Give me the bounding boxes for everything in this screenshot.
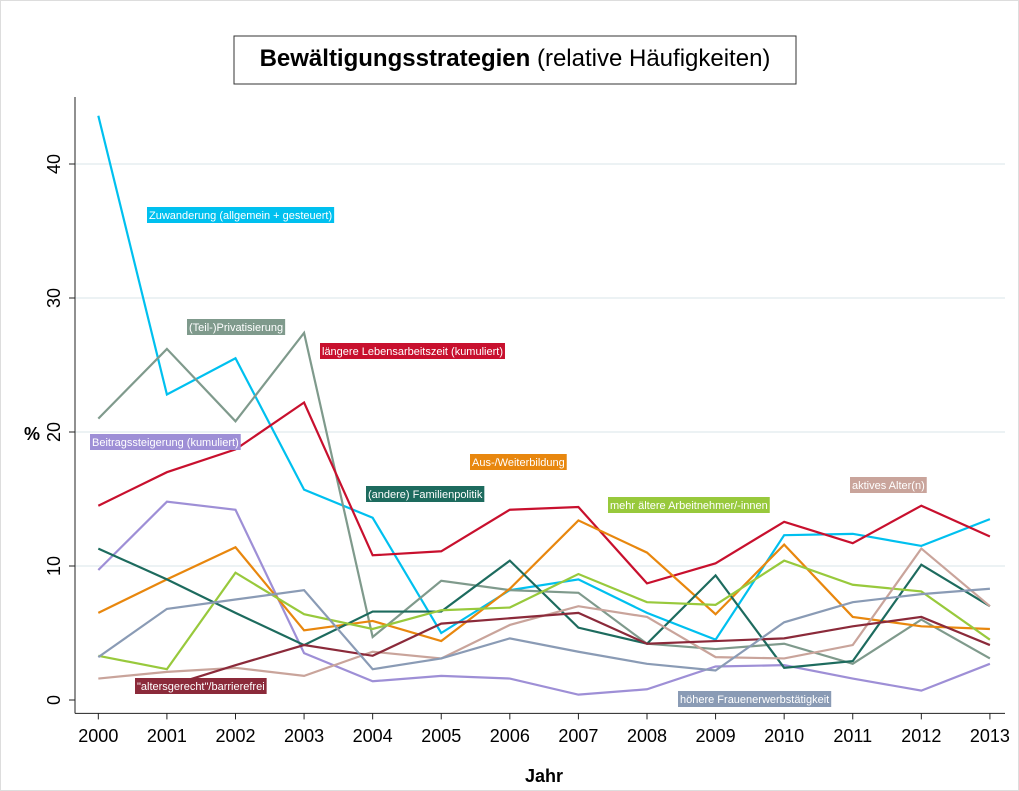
x-tick-label: 2003: [284, 726, 324, 746]
series-label: Aus-/Weiterbildung: [470, 454, 567, 470]
series-label: aktives Alter(n): [850, 477, 927, 493]
series-label-bg: [187, 319, 286, 335]
series-label: (Teil-)Privatisierung: [187, 319, 286, 335]
x-tick-label: 2013: [970, 726, 1010, 746]
series-label-text: mehr ältere Arbeitnehmer/-innen: [610, 500, 768, 512]
title-main: Bewältigungsstrategien: [260, 45, 531, 72]
series-label-text: Zuwanderung (allgemein + gesteuert): [149, 210, 332, 222]
series-label: Zuwanderung (allgemein + gesteuert): [147, 207, 335, 223]
series-label-text: (andere) Familienpolitik: [368, 489, 483, 501]
series-line: [97, 115, 991, 642]
x-tick-label: 2011: [833, 726, 872, 746]
x-tick-label: 2008: [627, 726, 667, 746]
y-axis-label: %: [24, 424, 40, 444]
x-tick-label: 2002: [215, 726, 255, 746]
series-label-text: aktives Alter(n): [852, 480, 925, 492]
x-tick-label: 2007: [558, 726, 598, 746]
series-label: höhere Frauenerwerbstätigkeit: [678, 691, 832, 707]
x-tick-label: 2004: [353, 726, 393, 746]
series-label-bg: [850, 477, 927, 493]
y-tick-label: 10: [44, 556, 64, 576]
series-label: mehr ältere Arbeitnehmer/-innen: [608, 497, 770, 513]
series-label-text: (Teil-)Privatisierung: [189, 322, 283, 334]
series-label-bg: [470, 454, 567, 470]
series-label-text: höhere Frauenerwerbstätigkeit: [680, 694, 829, 706]
title-sub: (relative Häufigkeiten): [537, 45, 770, 72]
x-tick-label: 2006: [490, 726, 530, 746]
x-tick-label: 2009: [696, 726, 736, 746]
series-label: längere Lebensarbeitszeit (kumuliert): [320, 343, 505, 359]
series-line: [97, 587, 990, 672]
series-label-text: "altersgerecht"/barrierefrei: [137, 681, 265, 693]
series-label: Beitragssteigerung (kumuliert): [90, 434, 241, 450]
title-box: [233, 35, 797, 85]
x-tick-label: 2000: [78, 726, 118, 746]
series-label-bg: [608, 497, 770, 513]
series-label: (andere) Familienpolitik: [366, 486, 485, 502]
x-tick-label: 2010: [764, 726, 804, 746]
series-label-bg: [135, 678, 267, 694]
y-tick-label: 30: [44, 288, 64, 308]
series-line: [166, 611, 991, 688]
x-axis-label: Jahr: [525, 766, 563, 786]
series-label-bg: [678, 691, 832, 707]
series-label-text: Aus-/Weiterbildung: [472, 457, 565, 469]
series-label-bg: [366, 486, 485, 502]
y-tick-label: 20: [44, 422, 64, 442]
y-tick-label: 40: [44, 154, 64, 174]
series-label-text: Beitragssteigerung (kumuliert): [92, 437, 239, 449]
series-line: [97, 547, 991, 669]
series-label-bg: [320, 343, 505, 359]
x-tick-label: 2005: [421, 726, 461, 746]
series-label-text: längere Lebensarbeitszeit (kumuliert): [322, 346, 503, 358]
y-tick-label: 0: [44, 695, 64, 705]
chart-title: Bewältigungsstrategien (relative Häufigk…: [260, 45, 771, 72]
series-label-bg: [147, 207, 335, 223]
x-tick-label: 2001: [147, 726, 187, 746]
series-line: [97, 500, 991, 696]
series-line: [98, 559, 991, 671]
series-line: [97, 400, 991, 585]
series-label-bg: [90, 434, 241, 450]
x-tick-label: 2012: [901, 726, 941, 746]
series-label: "altersgerecht"/barrierefrei: [135, 678, 267, 694]
